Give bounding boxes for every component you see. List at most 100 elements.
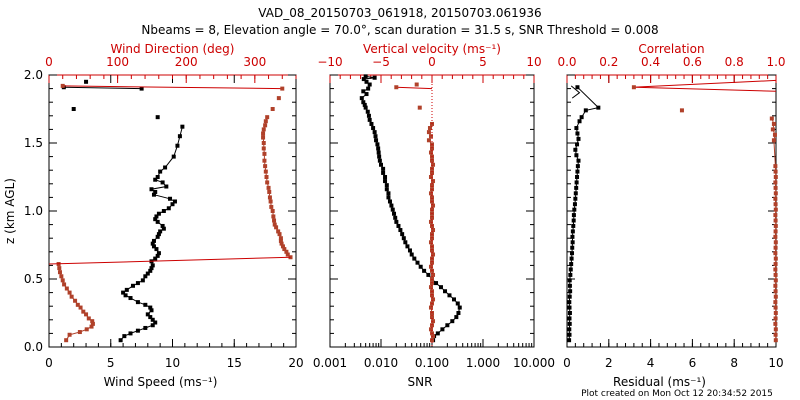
data-point-snr [418, 264, 423, 269]
outlier-point [71, 107, 76, 111]
data-point-residual [575, 131, 580, 136]
data-point-wind-direction [57, 266, 62, 271]
data-point-residual [575, 169, 580, 174]
data-point-snr [375, 142, 380, 147]
data-point-upper [262, 151, 267, 156]
data-point-wind-speed [150, 263, 155, 268]
data-point-wind-speed [143, 325, 148, 330]
data-point-upper [263, 164, 268, 169]
data-point-correlation [773, 332, 778, 337]
data-point-wind-direction [67, 290, 72, 295]
data-point-snr [361, 100, 366, 105]
data-point-wind-speed [143, 302, 148, 307]
data-point-upper [261, 141, 266, 145]
data-point-snr [379, 162, 383, 167]
data-point-wind-speed [124, 287, 129, 292]
outlier-point [679, 108, 684, 113]
data-point-snr [364, 92, 369, 97]
data-point-snr [373, 134, 378, 139]
data-point-vertical-velocity [431, 203, 436, 208]
data-point-vertical-velocity [431, 228, 436, 233]
data-point-correlation [773, 272, 778, 277]
data-point-residual [575, 142, 580, 147]
top-tick-label: 0.2 [599, 55, 618, 69]
data-point-snr [415, 260, 420, 265]
data-point-snr [363, 105, 368, 110]
y-tick-label: 1.5 [24, 136, 43, 150]
outlier-point [417, 105, 422, 110]
data-point-correlation [773, 251, 778, 256]
y-tick-label: 1.0 [24, 204, 43, 218]
bottom-tick-label: 10 [768, 356, 783, 370]
outlier-point [139, 86, 144, 91]
data-point-wind-speed [163, 165, 168, 170]
data-point-residual [570, 234, 575, 239]
data-point-residual [571, 218, 576, 223]
data-point-vertical-velocity [430, 315, 434, 320]
data-point-snr [383, 175, 388, 179]
data-point-snr [438, 285, 443, 290]
data-point-upper [263, 123, 268, 128]
data-point-correlation [773, 191, 778, 196]
data-point-correlation [773, 213, 778, 218]
outlier-point [631, 85, 636, 90]
data-point-snr [384, 187, 389, 192]
data-point-wind-speed [175, 143, 180, 148]
data-point-residual [573, 147, 578, 152]
data-point-upper [270, 209, 275, 213]
data-point-wind-speed [154, 247, 159, 252]
top-tick-label: −10 [317, 55, 342, 69]
data-point-snr [447, 293, 452, 298]
data-point-snr [377, 158, 382, 163]
data-point-snr [440, 327, 445, 332]
data-point-wind-speed [149, 308, 154, 313]
data-point-wind-direction [90, 321, 95, 326]
data-point-snr [362, 102, 367, 107]
data-point-wind-direction [60, 278, 65, 283]
data-point-snr [361, 89, 366, 94]
top-tick-label: 1.0 [766, 55, 785, 69]
data-point-wind-speed [158, 229, 163, 234]
data-point-wind-speed [153, 320, 158, 325]
data-point-snr [451, 297, 456, 302]
data-point-snr [445, 323, 450, 328]
data-point-wind-speed [156, 211, 161, 216]
data-point-wind-speed [180, 124, 185, 129]
data-point-wind-speed [171, 154, 176, 159]
data-point-residual [571, 223, 576, 228]
data-point-upper [272, 222, 277, 227]
top-tick-label: 5 [479, 55, 487, 69]
bottom-tick-label: 4 [647, 356, 655, 370]
data-point-snr [400, 232, 405, 237]
data-point-residual [567, 278, 572, 283]
plot-frame [48, 74, 297, 348]
data-point-wind-speed [161, 209, 166, 213]
data-point-wind-speed [156, 232, 161, 237]
data-point-upper [282, 247, 287, 252]
data-point-wind-speed [151, 244, 156, 249]
data-point-snr [372, 75, 377, 80]
data-point-wind-speed [177, 134, 182, 139]
data-point-correlation [773, 316, 778, 321]
data-point-wind-direction [64, 286, 69, 291]
data-point-residual [574, 180, 579, 185]
data-point-snr [396, 223, 401, 228]
data-point-residual [574, 153, 579, 158]
data-point-residual [567, 332, 572, 337]
data-point-wind-speed [135, 300, 140, 305]
data-point-correlation [773, 240, 778, 245]
data-point-snr [457, 305, 462, 310]
data-point-vertical-velocity [430, 236, 434, 241]
data-point-vertical-velocity [428, 305, 433, 310]
outlier-line [63, 86, 142, 90]
data-point-snr [372, 130, 377, 135]
data-point-correlation [769, 116, 774, 121]
data-point-residual [575, 175, 580, 179]
data-point-correlation [773, 185, 778, 190]
data-point-upper [265, 115, 270, 120]
data-point-residual [571, 213, 576, 218]
data-point-upper [284, 249, 289, 254]
data-point-residual [567, 321, 572, 326]
data-point-correlation [773, 300, 778, 305]
